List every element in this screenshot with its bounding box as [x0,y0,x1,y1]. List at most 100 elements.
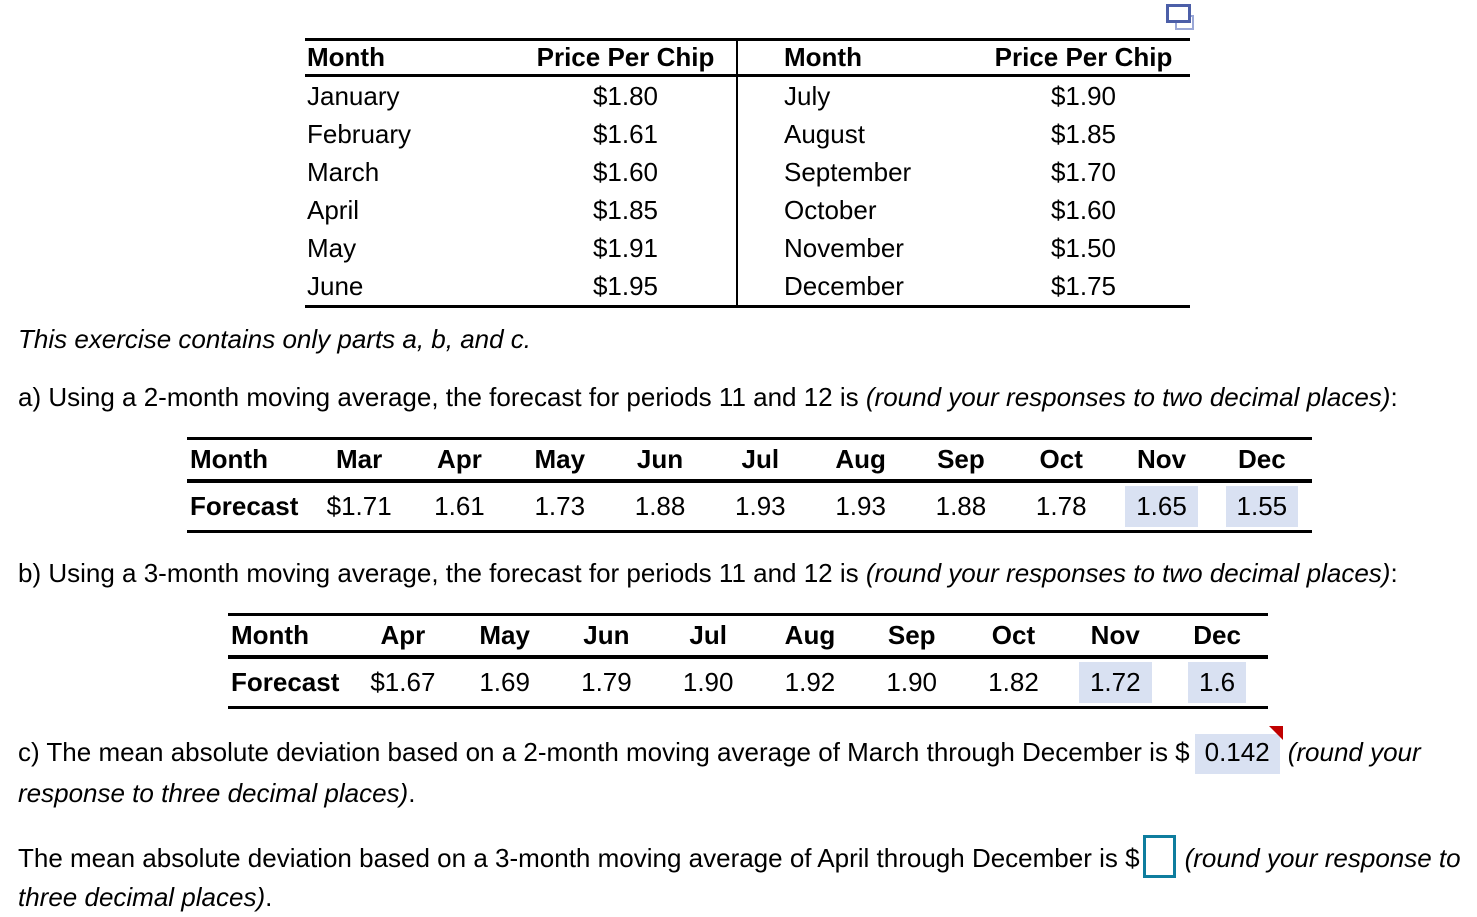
month-header: Nov [1064,614,1167,659]
part-b-heading-text: b) Using a 3-month moving average, the f… [18,558,866,588]
mad-3month-italic-1: (round your response to [1184,843,1461,873]
month-cell: August [736,115,977,153]
part-a-forecast-table: Month Mar Apr May Jun Jul Aug Sep Oct No… [187,437,1312,533]
answer-value[interactable]: 1.65 [1125,486,1198,527]
month-header: Mar [309,438,410,483]
month-header: Sep [910,438,1012,483]
forecast-cell: 1.90 [886,667,938,697]
answer-value[interactable]: 1.55 [1225,486,1299,527]
price-table-header-price-right: Price Per Chip [977,39,1190,77]
price-table: Month Price Per Chip Month Price Per Chi… [305,38,1190,308]
copy-icon-front-page [1166,4,1191,23]
part-a-heading-italic: (round your responses to two decimal pla… [865,382,1391,412]
month-row-label: Month [228,614,352,659]
month-header: Oct [1011,438,1112,483]
answer-value[interactable]: 1.6 [1187,662,1247,703]
month-cell: June [307,270,364,301]
price-table-row: April $1.85 October $1.60 [305,191,1190,229]
forecast-cell: 1.92 [784,667,836,697]
mad-3month-paragraph: The mean absolute deviation based on a 3… [18,835,1461,917]
price-cell: $1.61 [592,118,659,149]
month-header: Apr [409,438,510,483]
correct-flag-icon [1268,726,1283,740]
month-cell: October [736,191,977,229]
price-table-header-month-left: Month [305,39,515,77]
part-b-heading: b) Using a 3-month moving average, the f… [18,554,1398,593]
month-cell: April [307,194,360,225]
month-header: Apr [352,614,454,659]
month-cell: September [736,153,977,191]
price-cell: $1.95 [592,270,659,301]
forecast-cell: 1.78 [1035,491,1087,521]
price-table-header-price-left: Price Per Chip [515,39,737,77]
month-cell: December [736,267,977,307]
month-header: Jul [657,614,760,659]
part-b-month-row: Month Apr May Jun Jul Aug Sep Oct Nov De… [228,614,1268,659]
part-a-heading-text: a) Using a 2-month moving average, the f… [18,382,866,412]
copy-icon[interactable] [1166,4,1196,32]
mad-3month-text: The mean absolute deviation based on a 3… [18,843,1140,873]
mad-3month-italic-2: three decimal places) [18,882,266,912]
month-cell: January [307,80,400,111]
mad-3month-period: . [265,882,273,912]
month-header: Nov [1111,438,1212,483]
forecast-cell: 1.69 [479,667,530,697]
answer-cell-nov-3month: 1.72 [1064,657,1166,708]
part-b-heading-italic: (round your responses to two decimal pla… [865,558,1391,588]
forecast-cell: 1.93 [835,491,886,521]
forecast-row-label: Forecast [190,491,299,521]
part-c-period: . [408,778,416,808]
price-cell: $1.85 [592,194,659,225]
forecast-cell: 1.61 [434,491,485,521]
month-cell: November [736,229,977,267]
answer-input-mad-3month[interactable] [1142,835,1176,878]
part-a-heading-colon: : [1390,382,1398,412]
price-table-header-row: Month Price Per Chip Month Price Per Chi… [305,39,1190,77]
price-cell: $1.80 [592,80,659,111]
month-header: Oct [962,614,1065,659]
forecast-cell: 1.90 [682,667,734,697]
answer-value[interactable]: 1.72 [1078,662,1152,703]
price-cell: $1.60 [592,156,659,187]
forecast-cell: $1.67 [370,667,436,697]
month-header: May [453,614,556,659]
price-cell: $1.85 [1050,118,1117,149]
month-header: Dec [1166,614,1268,659]
month-cell: July [736,75,977,115]
month-header: Jun [555,614,658,659]
price-cell: $1.70 [1050,156,1117,187]
month-header: Aug [810,438,911,483]
forecast-cell: 1.93 [735,491,786,521]
part-a-heading: a) Using a 2-month moving average, the f… [18,378,1398,417]
answer-cell-dec-2month: 1.55 [1212,481,1312,532]
answer-cell-nov-2month: 1.65 [1111,481,1211,532]
answer-box-mad-2month[interactable]: 0.142 [1194,726,1283,774]
month-header: Jul [710,438,811,483]
price-table-row: May $1.91 November $1.50 [305,229,1190,267]
month-header: May [509,438,610,483]
forecast-row-label: Forecast [231,667,340,697]
forecast-cell: 1.73 [534,491,586,521]
answer-cell-dec-3month: 1.6 [1166,657,1268,708]
part-c-paragraph: c) The mean absolute deviation based on … [18,726,1421,813]
forecast-cell: 1.88 [935,491,987,521]
month-header: Aug [759,614,861,659]
price-cell: $1.91 [592,232,659,263]
month-cell: March [307,156,380,187]
month-header: Sep [860,614,963,659]
forecast-cell: 1.79 [581,667,632,697]
part-a-month-row: Month Mar Apr May Jun Jul Aug Sep Oct No… [187,438,1312,483]
price-table-header-month-right: Month [736,39,977,77]
part-c-italic-2: response to three decimal places) [18,778,409,808]
forecast-cell: 1.82 [988,667,1039,697]
answer-value: 0.142 [1204,737,1270,767]
price-table-row: March $1.60 September $1.70 [305,153,1190,191]
month-cell: February [307,118,412,149]
price-cell: $1.90 [1050,80,1117,111]
price-cell: $1.60 [1050,194,1117,225]
month-header: Jun [609,438,711,483]
exercise-note: This exercise contains only parts a, b, … [18,324,532,354]
month-cell: May [307,232,357,263]
price-table-row: June $1.95 December $1.75 [305,267,1190,307]
part-b-heading-colon: : [1390,558,1398,588]
